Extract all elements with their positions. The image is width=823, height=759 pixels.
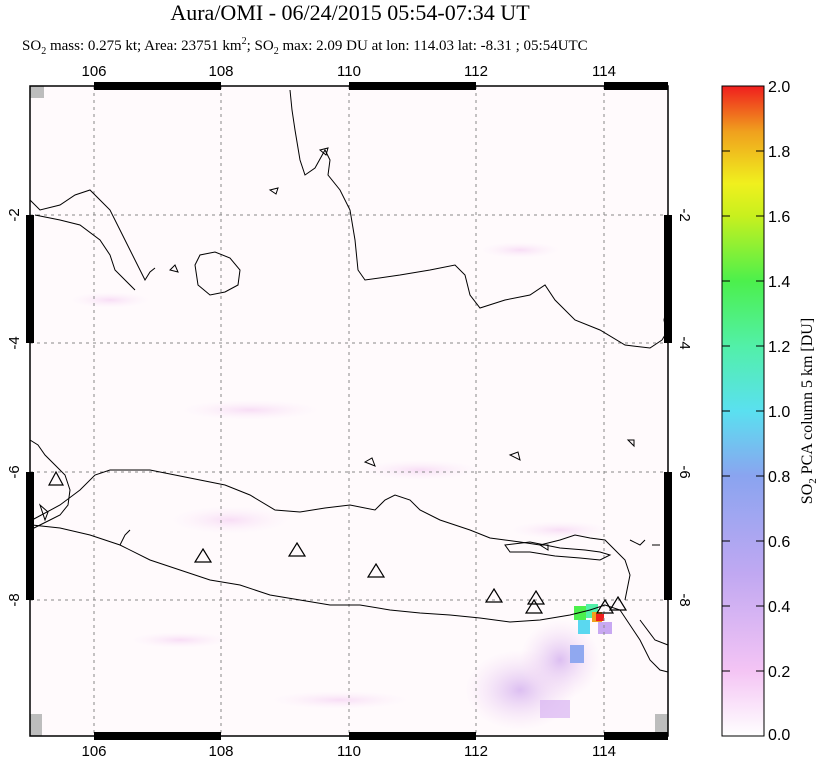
so2-background-patches <box>70 242 610 709</box>
lon-label: 106 <box>81 743 106 759</box>
lat-label: -2 <box>6 208 23 221</box>
colorbar-labels: 2.0 1.8 1.6 1.4 1.2 1.0 0.8 0.6 0.4 0.2 … <box>768 79 790 744</box>
triangle-icon <box>595 598 615 614</box>
triangle-icon <box>484 587 504 603</box>
map-subtitle: SO2 mass: 0.275 kt; Area: 23751 km2; SO2… <box>22 36 588 57</box>
lon-label: 108 <box>208 743 233 759</box>
colorbar-label: 0.6 <box>768 534 790 551</box>
map-title: Aura/OMI - 06/24/2015 05:54-07:34 UT <box>170 0 530 25</box>
frame-bars <box>26 82 672 740</box>
lat-label: -6 <box>676 465 693 478</box>
triangle-icon <box>608 595 628 611</box>
colorbar-label: 1.0 <box>768 404 790 421</box>
triangle-icon <box>524 598 544 614</box>
colorbar-label: 0.8 <box>768 469 790 486</box>
so2-plume <box>465 604 612 730</box>
lon-label: 114 <box>592 63 616 80</box>
triangle-icon <box>47 470 65 486</box>
lon-label: 110 <box>337 743 361 759</box>
lat-labels-left: -2 -4 -6 -8 <box>6 208 23 606</box>
missing-data-sw <box>30 714 42 736</box>
lon-labels-top: 106 108 110 112 114 <box>81 63 615 80</box>
lat-label: -4 <box>676 336 693 349</box>
lat-label: -2 <box>676 208 693 221</box>
colorbar-label: 1.6 <box>768 209 790 226</box>
colorbar-label: 0.4 <box>768 599 790 616</box>
lat-label: -8 <box>676 593 693 606</box>
lat-label: -6 <box>6 465 23 478</box>
colorbar-title: SO2 PCA column 5 km [DU] <box>799 318 819 504</box>
volcano-markers <box>47 470 628 614</box>
missing-data-se <box>655 714 668 736</box>
lat-label: -8 <box>6 593 23 606</box>
colorbar-label: 0.0 <box>768 727 790 744</box>
lon-label: 110 <box>337 63 361 80</box>
colorbar-label: 2.0 <box>768 79 790 96</box>
colorbar-ticks <box>722 85 764 737</box>
colorbar-label: 0.2 <box>768 664 790 681</box>
lat-label: -4 <box>6 336 23 349</box>
triangle-icon <box>366 562 386 578</box>
lat-labels-right: -2 -4 -6 -8 <box>676 208 693 606</box>
colorbar-label: 1.8 <box>768 144 790 161</box>
triangle-icon <box>287 541 307 557</box>
missing-data-nw <box>30 86 44 98</box>
triangle-icon <box>193 547 213 563</box>
lon-label: 114 <box>592 743 616 759</box>
colorbar-label: 1.4 <box>768 274 790 291</box>
coastlines <box>29 89 669 673</box>
lon-label: 112 <box>464 63 488 80</box>
graticule <box>30 86 668 736</box>
lon-label: 112 <box>464 743 488 759</box>
lon-labels-bottom: 106 108 110 112 114 <box>81 743 615 759</box>
lon-label: 108 <box>208 63 233 80</box>
lon-label: 106 <box>81 63 106 80</box>
colorbar-label: 1.2 <box>768 339 790 356</box>
